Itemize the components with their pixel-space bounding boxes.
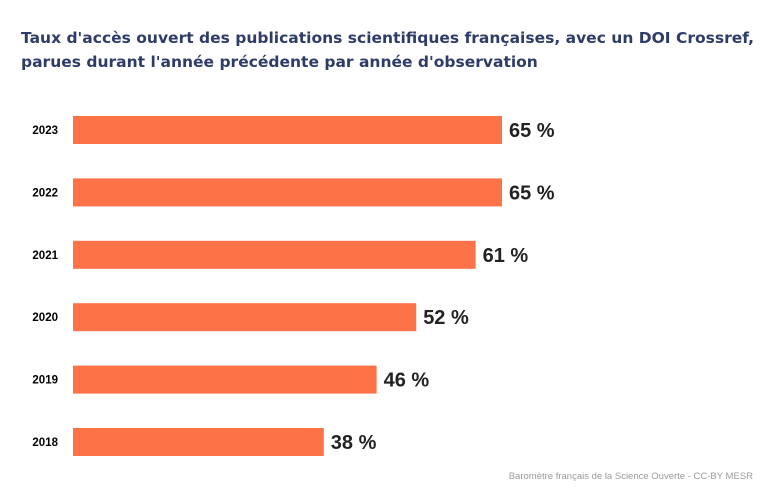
- credit-text: Baromètre français de la Science Ouverte…: [508, 471, 753, 482]
- value-label: 61 %: [483, 245, 529, 267]
- bar-2023[interactable]: [73, 116, 502, 144]
- value-label: 65 %: [509, 182, 555, 204]
- category-label: 2018: [32, 437, 58, 449]
- category-label: 2022: [32, 187, 58, 199]
- bar-2022[interactable]: [73, 178, 502, 207]
- value-label: 65 %: [509, 120, 555, 142]
- category-label: 2023: [32, 125, 58, 137]
- value-label: 52 %: [423, 307, 469, 329]
- value-label: 46 %: [384, 370, 430, 392]
- category-label: 2020: [32, 312, 58, 324]
- bar-2020[interactable]: [73, 303, 417, 332]
- category-label: 2019: [32, 375, 58, 387]
- bar-2018[interactable]: [73, 428, 324, 456]
- bar-2021[interactable]: [73, 240, 476, 269]
- category-label: 2021: [32, 250, 58, 262]
- chart-title: Taux d'accès ouvert des publications sci…: [21, 29, 755, 71]
- bar-2019[interactable]: [73, 365, 377, 394]
- value-label: 38 %: [331, 432, 377, 454]
